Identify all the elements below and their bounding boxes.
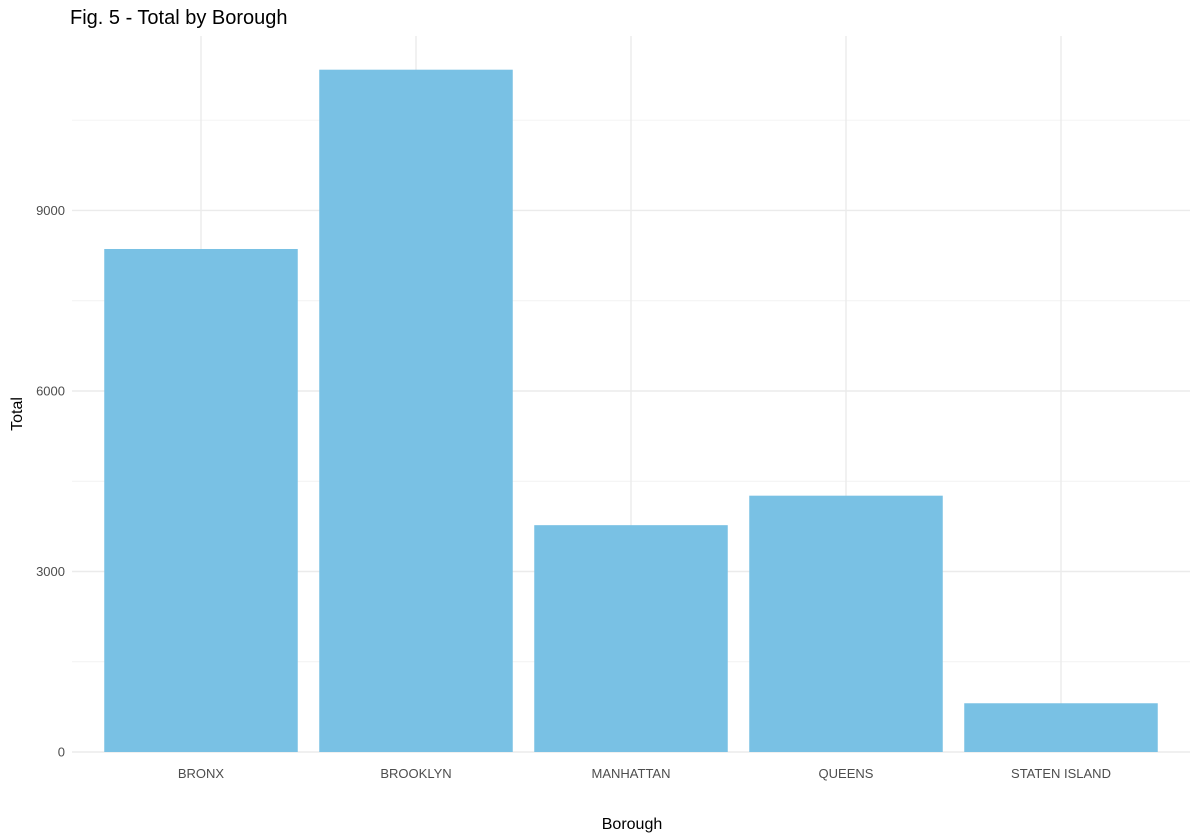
bar-staten-island <box>964 703 1158 752</box>
chart-title: Fig. 5 - Total by Borough <box>70 7 288 29</box>
x-tick-label: BROOKLYN <box>380 766 451 781</box>
bar-queens <box>749 495 943 752</box>
y-axis-title: Total <box>9 397 26 431</box>
x-axis-ticks: BRONX BROOKLYN MANHATTAN QUEENS STATEN ISLAN… <box>178 766 1111 781</box>
bars <box>104 69 1158 753</box>
bar-manhattan <box>534 525 728 752</box>
x-tick-label: BRONX <box>178 766 225 781</box>
y-tick-label: 6000 <box>36 383 65 398</box>
bar-brooklyn <box>319 69 513 753</box>
x-tick-label: MANHATTAN <box>592 766 671 781</box>
x-tick-label: QUEENS <box>819 766 874 781</box>
y-tick-label: 0 <box>58 745 65 760</box>
bar-bronx <box>104 248 298 752</box>
y-tick-label: 9000 <box>36 203 65 218</box>
y-axis-ticks: 0 3000 6000 9000 <box>36 203 65 760</box>
y-tick-label: 3000 <box>36 564 65 579</box>
x-tick-label: STATEN ISLAND <box>1011 766 1111 781</box>
x-axis-title: Borough <box>602 816 663 833</box>
